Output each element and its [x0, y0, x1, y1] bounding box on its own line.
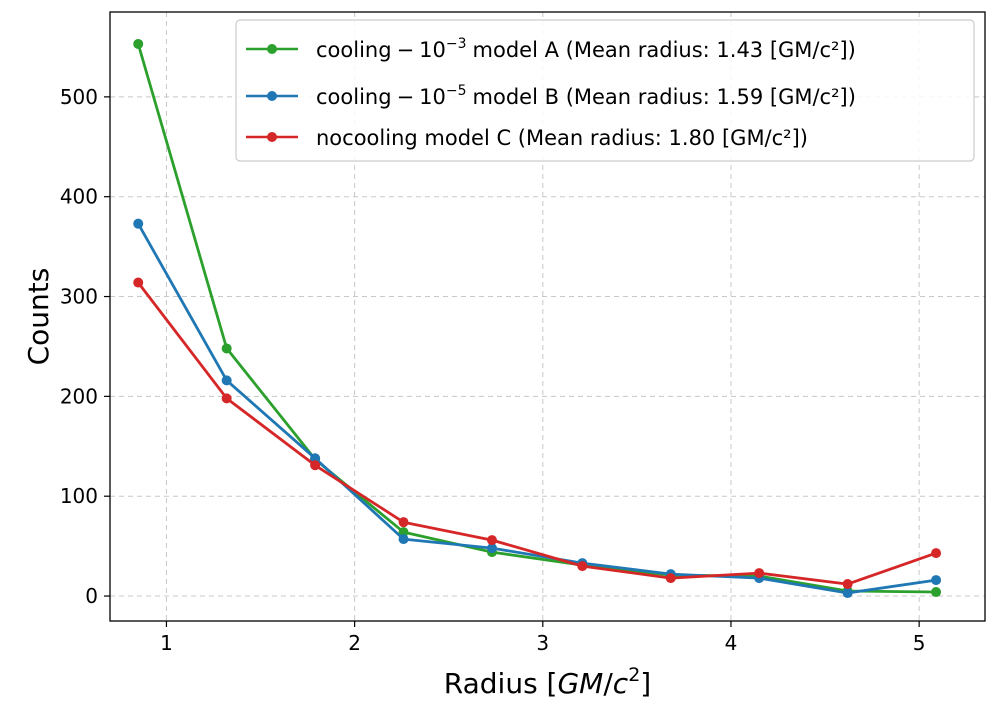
legend-entry-model-c: nocooling model C (Mean radius: 1.80 [GM… [246, 126, 808, 150]
y-tick-label: 300 [60, 285, 98, 309]
data-point [577, 561, 588, 572]
y-axis-label: Counts [22, 268, 55, 366]
data-point [931, 587, 942, 598]
plot-frame [109, 11, 986, 622]
data-point [398, 517, 409, 528]
data-point [931, 575, 942, 586]
series-model-c [133, 277, 942, 590]
data-point [133, 38, 144, 49]
series-line [137, 281, 937, 586]
legend-marker-model-c [267, 132, 277, 142]
data-point [221, 375, 232, 386]
legend-marker-model-a [267, 44, 277, 54]
legend-box [235, 19, 975, 162]
legend-entry-model-a: cooling −10−3 model A (Mean radius: 1.43 [… [246, 36, 856, 62]
legend-label-model-c: nocooling model C (Mean radius: 1.80 [GM… [316, 126, 808, 150]
y-tick-label: 400 [60, 185, 98, 209]
x-tick-label: 1 [160, 631, 173, 655]
legend-entry-model-b: cooling −10−5 model B (Mean radius: 1.59 [… [246, 83, 856, 109]
data-point [221, 393, 232, 404]
x-tick-label: 2 [348, 631, 361, 655]
data-point [398, 527, 409, 538]
axis-ticks: 1 2 3 4 5 0 100 200 300 400 500 [60, 85, 926, 655]
legend-label-model-b: cooling −10−5 model B (Mean radius: 1.59 [… [316, 83, 856, 109]
legend-marker-model-b [267, 91, 277, 101]
data-point [486, 543, 497, 554]
series-line [136, 43, 937, 594]
y-tick-label: 500 [60, 85, 98, 109]
data-point [842, 588, 853, 599]
data-point [486, 535, 497, 546]
data-point [665, 573, 676, 584]
x-tick-label: 3 [536, 631, 549, 655]
data-point [310, 460, 321, 471]
data-point [221, 343, 232, 354]
legend: cooling −10−3 model A (Mean radius: 1.43 [… [235, 19, 975, 162]
x-axis-label: Radius [GM/c2] [444, 664, 651, 700]
legend-label-model-a: cooling −10−3 model A (Mean radius: 1.43 [… [316, 36, 856, 62]
data-point [754, 568, 765, 579]
x-tick-label: 5 [913, 631, 926, 655]
x-tick-label: 4 [725, 631, 738, 655]
data-point [931, 548, 942, 559]
data-point [310, 453, 321, 464]
data-point [133, 218, 144, 229]
data-point [133, 277, 144, 288]
data-point [842, 579, 853, 590]
y-tick-label: 0 [85, 584, 98, 608]
series-line [136, 223, 937, 595]
series-group [133, 38, 942, 599]
y-tick-label: 200 [60, 384, 98, 408]
data-point [398, 534, 409, 545]
y-tick-label: 100 [60, 484, 98, 508]
